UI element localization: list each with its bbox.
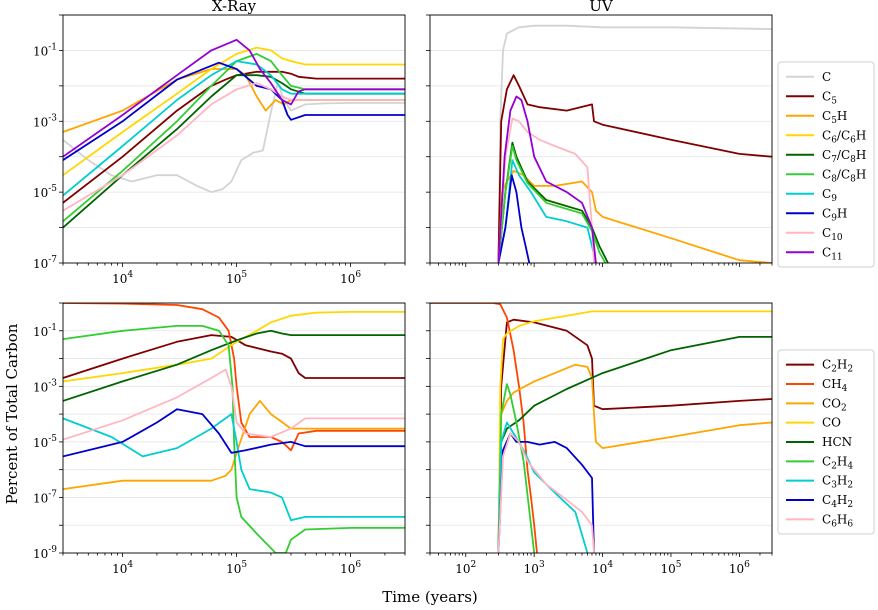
series-line-c2h4 — [497, 383, 536, 553]
series-line-co2 — [497, 363, 772, 553]
x-tick-label: 104 — [112, 560, 133, 576]
legend-label: C9​ — [822, 187, 837, 204]
legend-label: HCN — [822, 435, 852, 449]
legend-label: C7​/C8​H — [822, 148, 866, 165]
series-line-c — [497, 24, 772, 263]
legend-2: C2​H2​ CH4​ CO2​ CO HCN C2​H4​ C3​H2​ C4​H2​ C6​… — [777, 349, 875, 535]
legend-label: C6​H6​ — [822, 512, 853, 529]
panel-title: X-Ray — [212, 0, 257, 15]
y-tick-label: 10-1 — [33, 323, 57, 339]
axes-frame — [429, 302, 773, 554]
series-line-c5h — [497, 169, 772, 263]
series-line-ch4 — [63, 303, 405, 452]
axes-frame — [62, 302, 406, 554]
series-line-c11 — [63, 38, 405, 158]
x-tick-label: 104 — [592, 560, 613, 576]
series-line-hcn — [63, 329, 405, 402]
legend-label: C6​/C6​H — [822, 128, 866, 145]
legend-label: C2​H2​ — [822, 358, 853, 375]
series-line-c6h6 — [63, 368, 405, 441]
legend-label: C9​H — [822, 206, 847, 223]
series-line-c10 — [63, 82, 405, 212]
panel-title: UV — [589, 0, 614, 15]
series-line-c11 — [497, 95, 597, 263]
y-axis-label: Percent of Total Carbon — [3, 323, 21, 504]
series-line-c2h2 — [63, 334, 405, 379]
panel-4: 102 103 104 105 106 — [426, 302, 773, 576]
legend-label: C4​H2​ — [822, 493, 853, 510]
series-line-c — [63, 82, 405, 193]
legend-label: CO — [822, 416, 841, 430]
legend-label: CH4​ — [822, 377, 848, 394]
axes-frame — [62, 14, 406, 264]
y-tick-label: 10-5 — [33, 184, 57, 200]
panel-3: 104 105 106 10-1 10-3 10-5 10-7 10-9 — [33, 302, 406, 576]
series-line-c3h2 — [63, 413, 405, 522]
series-line-c4h2 — [497, 432, 595, 553]
series-line-ch4 — [430, 303, 538, 553]
y-tick-label: 10-7 — [33, 489, 57, 505]
x-tick-label: 106 — [340, 560, 361, 576]
series-line-c5 — [63, 70, 405, 204]
y-tick-label: 10-1 — [33, 42, 57, 58]
axes-frame — [429, 14, 773, 264]
legend-label: C10​ — [822, 226, 843, 243]
y-tick-label: 10-3 — [33, 113, 57, 129]
x-tick-label: 103 — [524, 560, 545, 576]
x-tick-label: 105 — [226, 560, 247, 576]
x-axis-label: Time (years) — [382, 588, 478, 606]
series-line-c9h — [497, 174, 531, 263]
series-line-co — [63, 311, 405, 383]
panel-2: UV — [426, 0, 773, 267]
legend-label: C5​H — [822, 109, 847, 126]
x-tick-label: 104 — [112, 270, 133, 286]
x-tick-label: 105 — [226, 270, 247, 286]
series-line-c5 — [497, 74, 772, 263]
x-tick-label: 102 — [455, 560, 476, 576]
legend-1: C C5​ C5​H C6​/C6​H C7​/C8​H C8​/C8​H C9​ C9​H C… — [777, 61, 875, 268]
x-tick-label: 106 — [340, 270, 361, 286]
series-line-c9 — [63, 60, 405, 197]
y-tick-label: 10-5 — [33, 434, 57, 450]
series-line-co — [497, 310, 772, 553]
legend-box — [777, 61, 875, 268]
series-line-c6c6h — [63, 46, 405, 176]
series-line-c4h2 — [63, 408, 405, 458]
legend-label: C3​H2​ — [822, 474, 853, 491]
legend-label: C — [822, 70, 831, 84]
series-line-c7c8h — [63, 74, 405, 229]
legend-label: C5​ — [822, 89, 837, 106]
y-tick-label: 10-7 — [33, 255, 57, 271]
series-line-c9 — [497, 159, 597, 263]
legend-label: CO2​ — [822, 396, 847, 413]
x-tick-label: 105 — [660, 560, 681, 576]
series-line-c8c8h — [497, 145, 607, 263]
y-tick-label: 10-3 — [33, 378, 57, 394]
legend-label: C2​H4​ — [822, 454, 853, 471]
panel-1: X-Ray 104 105 106 10-1 10-3 10-5 10-7 — [33, 0, 406, 286]
series-line-c2h2 — [497, 318, 772, 553]
series-line-c6h6 — [497, 432, 595, 553]
x-tick-label: 106 — [729, 560, 750, 576]
y-tick-label: 10-9 — [33, 545, 57, 561]
legend-label: C11​ — [822, 245, 843, 262]
series-line-c2h4 — [63, 325, 405, 553]
legend-label: C8​/C8​H — [822, 167, 866, 184]
legend-box — [777, 349, 875, 535]
series-line-c10 — [497, 117, 595, 263]
